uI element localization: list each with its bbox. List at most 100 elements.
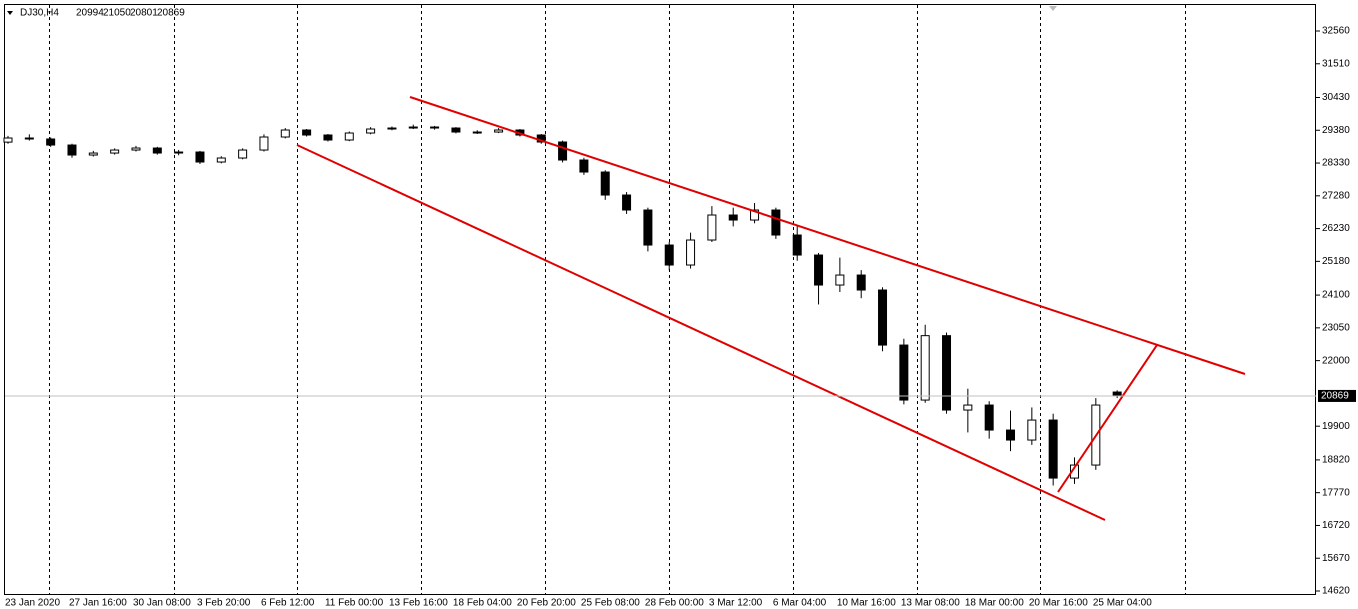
candle-body — [174, 151, 184, 154]
candle-body — [878, 289, 888, 346]
x-tick-label: 28 Feb 00:00 — [645, 598, 704, 609]
candle-body — [430, 126, 440, 129]
x-tick-label: 13 Mar 08:00 — [901, 598, 960, 609]
y-tick-label: 19900 — [1322, 421, 1350, 432]
y-tick-label: 32560 — [1322, 26, 1350, 37]
candle-body — [238, 149, 248, 159]
candle-body — [686, 239, 696, 266]
candle-body — [643, 209, 653, 246]
candle-body — [88, 152, 98, 156]
x-tick-label: 25 Feb 08:00 — [581, 598, 640, 609]
candle-body — [579, 159, 589, 173]
candle-body — [558, 141, 568, 161]
candle-body — [600, 171, 610, 196]
x-tick-label: 18 Mar 00:00 — [965, 598, 1024, 609]
candle-body — [46, 138, 56, 146]
y-tick-label: 30430 — [1322, 92, 1350, 103]
candle-body — [323, 134, 333, 141]
y-tick-label: 29380 — [1322, 125, 1350, 136]
candle-body — [280, 129, 290, 138]
x-tick-label: 30 Jan 08:00 — [133, 598, 191, 609]
candle-body — [451, 127, 461, 133]
candle-body — [1027, 419, 1037, 441]
candle-body — [131, 147, 141, 151]
candle-body — [344, 132, 354, 141]
candle-body — [1112, 391, 1122, 397]
channel-lower — [296, 144, 1106, 521]
y-tick-label: 27280 — [1322, 190, 1350, 201]
x-tick-label: 6 Mar 04:00 — [773, 598, 827, 609]
x-tick-label: 18 Feb 04:00 — [453, 598, 512, 609]
plot-frame — [4, 4, 1316, 595]
y-tick-label: 25180 — [1322, 256, 1350, 267]
header-close: 20869 — [157, 8, 185, 19]
candle-body — [622, 194, 632, 211]
candle-body — [259, 136, 269, 151]
candle-body — [728, 214, 738, 221]
y-tick-label: 18820 — [1322, 455, 1350, 466]
candle-body — [899, 344, 909, 401]
candle-body — [1070, 464, 1079, 479]
candle-body — [216, 157, 226, 163]
menu-arrow — [7, 11, 13, 15]
candle-body — [408, 126, 418, 129]
y-tick-label: 14620 — [1322, 586, 1350, 597]
candle-body — [835, 274, 845, 286]
header-open: 20994 — [76, 8, 104, 19]
y-tick-label: 16720 — [1322, 520, 1350, 531]
y-tick-label: 26230 — [1322, 223, 1350, 234]
x-tick-label: 10 Mar 16:00 — [837, 598, 896, 609]
x-tick-label: 25 Mar 04:00 — [1093, 598, 1152, 609]
time-grid — [49, 5, 1186, 594]
y-tick-label: 15670 — [1322, 553, 1350, 564]
y-tick-label: 22000 — [1322, 355, 1350, 366]
candle-body — [856, 274, 866, 291]
price-label-box — [1318, 389, 1356, 402]
candle-body — [110, 149, 120, 154]
y-tick-label: 17770 — [1322, 487, 1350, 498]
x-tick-label: 6 Feb 12:00 — [261, 598, 315, 609]
x-tick-label: 3 Feb 20:00 — [197, 598, 251, 609]
x-tick-label: 13 Feb 16:00 — [389, 598, 448, 609]
candle-body — [942, 335, 952, 411]
candle-body — [366, 128, 376, 134]
price-label: 20869 — [1321, 391, 1349, 402]
trend-lines — [296, 96, 1246, 521]
candle-body — [664, 244, 674, 266]
candle-body — [67, 144, 77, 156]
candle-body — [472, 131, 482, 134]
candle-body — [963, 404, 973, 411]
candle-body — [814, 254, 824, 286]
x-tick-label: 3 Mar 12:00 — [709, 598, 763, 609]
channel-upper — [409, 96, 1246, 375]
symbol: DJ30,H4 — [20, 8, 59, 19]
rising-line — [1057, 344, 1158, 493]
candle-body — [920, 335, 930, 401]
candle-body — [707, 214, 717, 241]
header-low: 20801 — [130, 8, 158, 19]
x-tick-label: 20 Mar 16:00 — [1029, 598, 1088, 609]
y-tick-label: 23050 — [1322, 322, 1350, 333]
candle-body — [792, 234, 802, 256]
candle-body — [750, 209, 760, 221]
candle-body — [387, 127, 397, 130]
y-tick-label: 28330 — [1322, 158, 1350, 169]
y-tick-label: 31510 — [1322, 58, 1350, 69]
candle-body — [1006, 429, 1016, 441]
header-high: 21050 — [103, 8, 131, 19]
candle-body — [984, 404, 994, 431]
candle-body — [771, 209, 781, 236]
candle-body — [152, 147, 162, 154]
candle-body — [494, 129, 504, 133]
x-tick-label: 23 Jan 2020 — [5, 598, 60, 609]
candle-body — [302, 129, 312, 136]
candle-body — [3, 137, 13, 143]
shift-marker — [1049, 6, 1057, 11]
x-tick-label: 11 Feb 00:00 — [325, 598, 384, 609]
x-tick-label: 20 Feb 20:00 — [517, 598, 576, 609]
candle-body — [195, 151, 205, 163]
candle-body — [24, 137, 34, 140]
x-tick-label: 27 Jan 16:00 — [69, 598, 127, 609]
